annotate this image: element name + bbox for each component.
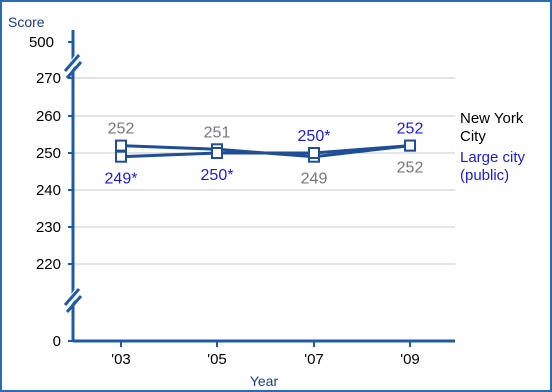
data-label-new-york-city: 251 [204, 124, 231, 141]
data-point-marker [115, 150, 127, 163]
legend-large-city-line2: (public) [460, 167, 509, 184]
data-label-new-york-city: 252 [397, 160, 424, 177]
y-tick-label: 0 [53, 333, 61, 350]
x-tick-label: '05 [207, 351, 227, 368]
axis-break-mark [63, 288, 81, 306]
x-tick-label: '09 [400, 351, 420, 368]
legend-new-york-city-line2: City [460, 128, 486, 145]
x-tick-label: '07 [304, 351, 324, 368]
y-tick-label: 270 [36, 70, 61, 87]
y-tick-label: 240 [36, 182, 61, 199]
x-axis-title: Year [250, 373, 279, 389]
y-tick-label: 260 [36, 108, 61, 125]
axis-break-mark [65, 61, 83, 79]
data-point-marker [308, 147, 320, 159]
y-axis-title: Score [8, 14, 45, 30]
data-point-marker [404, 139, 416, 152]
y-tick-label: 500 [29, 34, 54, 51]
data-label-new-york-city: 252 [108, 121, 135, 138]
data-label-large-city: 250* [298, 128, 331, 145]
y-tick-label: 250 [36, 145, 61, 162]
y-tick-label: 230 [36, 219, 61, 236]
data-label-large-city: 252 [397, 121, 424, 138]
y-tick-label: 220 [36, 256, 61, 273]
data-point-marker [211, 147, 223, 159]
data-point-marker [115, 139, 127, 152]
legend-new-york-city-line1: New York [460, 110, 524, 127]
data-label-new-york-city: 249 [301, 171, 328, 188]
x-tick-label: '03 [111, 351, 131, 368]
legend-large-city-line1: Large city [460, 149, 526, 166]
axis-break-mark [65, 295, 83, 313]
series-line [120, 144, 411, 159]
data-label-large-city: 250* [201, 167, 234, 184]
data-label-large-city: 249* [105, 171, 138, 188]
axis-break-mark [63, 54, 81, 72]
